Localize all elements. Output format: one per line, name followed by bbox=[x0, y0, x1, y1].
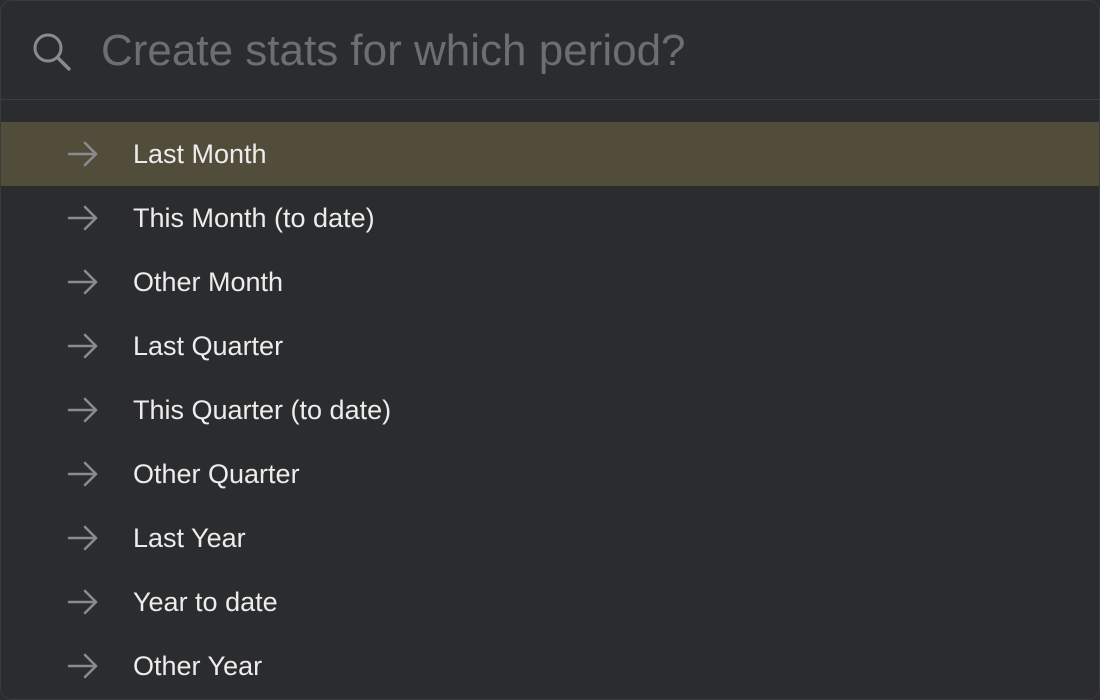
list-item-label: Last Quarter bbox=[133, 330, 284, 361]
list-item[interactable]: This Month (to date) bbox=[1, 186, 1099, 250]
list-item[interactable]: Other Quarter bbox=[1, 442, 1099, 506]
period-list: Last Month This Month (to date) Other Mo… bbox=[1, 122, 1099, 698]
arrow-right-icon bbox=[67, 269, 99, 295]
search-bar bbox=[1, 1, 1099, 100]
list-item[interactable]: This Quarter (to date) bbox=[1, 378, 1099, 442]
list-item-label: Other Month bbox=[133, 266, 284, 297]
arrow-right-icon bbox=[67, 589, 99, 615]
search-input[interactable] bbox=[101, 21, 1061, 81]
arrow-right-icon bbox=[67, 397, 99, 423]
list-item-label: This Month (to date) bbox=[133, 202, 375, 233]
list-item[interactable]: Other Year bbox=[1, 634, 1099, 698]
list-item[interactable]: Last Quarter bbox=[1, 314, 1099, 378]
search-icon bbox=[31, 31, 73, 73]
list-item-label: This Quarter (to date) bbox=[133, 394, 392, 425]
arrow-right-icon bbox=[67, 205, 99, 231]
list-item-label: Other Year bbox=[133, 650, 263, 681]
list-item-label: Last Year bbox=[133, 522, 246, 553]
arrow-right-icon bbox=[67, 653, 99, 679]
list-item-label: Other Quarter bbox=[133, 458, 300, 489]
list-item[interactable]: Last Month bbox=[1, 122, 1099, 186]
arrow-right-icon bbox=[67, 333, 99, 359]
arrow-right-icon bbox=[67, 461, 99, 487]
list-item[interactable]: Year to date bbox=[1, 570, 1099, 634]
arrow-right-icon bbox=[67, 525, 99, 551]
list-item[interactable]: Last Year bbox=[1, 506, 1099, 570]
list-item-label: Year to date bbox=[133, 586, 278, 617]
list-item[interactable]: Other Month bbox=[1, 250, 1099, 314]
list-item-label: Last Month bbox=[133, 138, 267, 169]
arrow-right-icon bbox=[67, 141, 99, 167]
